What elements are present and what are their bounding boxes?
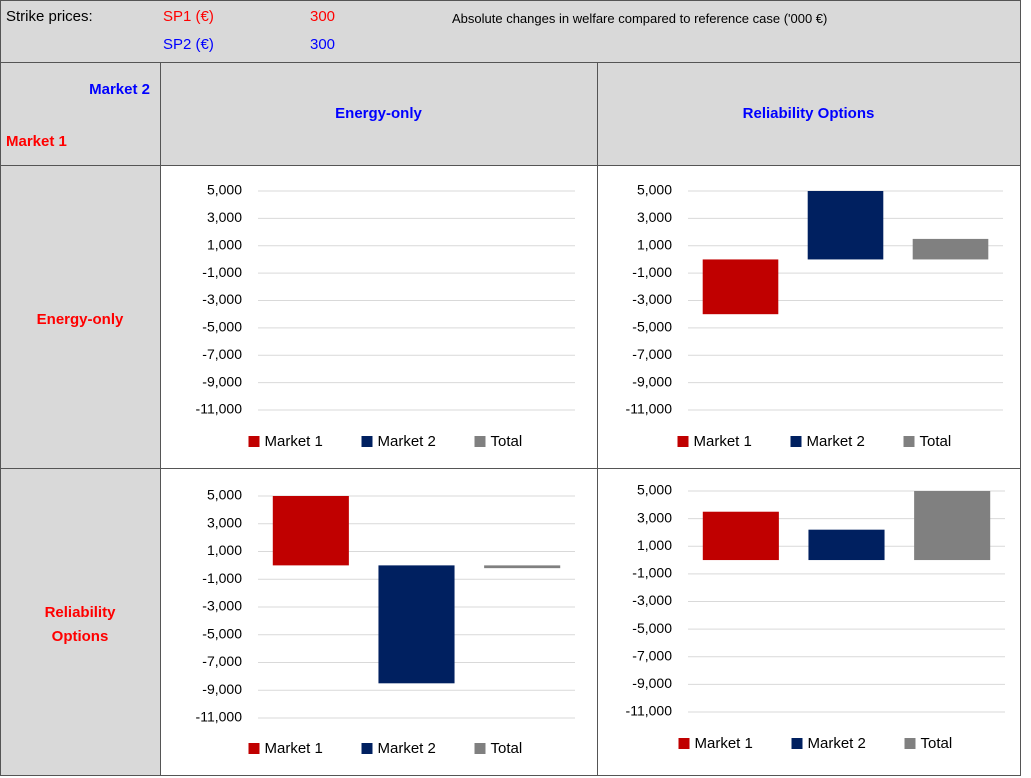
legend-swatch [361,743,373,754]
y-tick-label: 1,000 [637,537,672,553]
y-tick-label: -5,000 [202,319,242,335]
legend-swatch [474,436,486,447]
y-tick-label: -3,000 [632,291,672,307]
y-tick-label: -9,000 [632,373,672,389]
chart-cell [597,468,1021,776]
y-tick-label: 1,000 [207,236,242,252]
bar [808,529,885,561]
y-tick-label: 3,000 [637,209,672,225]
legend-swatch [248,436,260,447]
legend-label: Total [491,433,523,450]
bar [914,491,991,561]
legend-label: Total [491,740,523,757]
bar [912,238,989,260]
legend-label: Market 1 [694,433,752,450]
y-tick-label: -3,000 [202,598,242,614]
legend-swatch [678,738,690,749]
bar [702,511,779,561]
sp2-value: 300 [310,36,336,53]
legend-swatch [791,738,803,749]
legend-swatch [677,436,689,447]
y-tick-label: -11,000 [626,401,673,417]
legend-swatch [248,743,260,754]
y-tick-label: -7,000 [632,647,672,663]
y-tick-label: 1,000 [637,236,672,252]
legend-label: Market 2 [807,433,865,450]
strike-label: Strike prices: [6,8,93,25]
sp1-value: 300 [310,8,336,25]
column-label: Reliability Options [742,105,875,122]
y-tick-label: -7,000 [202,346,242,362]
legend-label: Market 1 [265,740,323,757]
y-tick-label: 5,000 [637,482,672,498]
bar [272,496,349,566]
y-tick-label: -1,000 [202,264,242,280]
column-header-cell [597,62,1021,166]
y-tick-label: -1,000 [632,565,672,581]
legend-swatch [903,436,915,447]
y-tick-label: -5,000 [632,319,672,335]
bar [807,191,884,260]
sp2-label: SP2 (€) [163,36,214,53]
y-tick-label: 1,000 [207,542,242,558]
y-tick-label: 5,000 [207,182,242,198]
row-header-cell [0,165,161,469]
y-tick-label: -11,000 [196,709,243,725]
y-tick-label: 5,000 [207,487,242,503]
legend-label: Market 2 [378,740,436,757]
legend-label: Total [920,433,952,450]
legend-label: Market 1 [695,735,753,752]
legend-swatch [790,436,802,447]
y-tick-label: 3,000 [207,514,242,530]
legend-label: Market 1 [265,433,323,450]
note: Absolute changes in welfare compared to … [452,11,828,26]
header-cell [0,0,1021,63]
y-tick-label: -3,000 [202,291,242,307]
y-tick-label: -9,000 [202,681,242,697]
legend-label: Market 2 [808,735,866,752]
y-tick-label: -1,000 [202,570,242,586]
y-tick-label: -3,000 [632,592,672,608]
legend-swatch [361,436,373,447]
row-label: Energy-only [36,311,124,328]
corner-cell [0,62,161,166]
y-tick-label: -1,000 [632,264,672,280]
legend-label: Market 2 [378,433,436,450]
row-header-cell [0,468,161,776]
y-tick-label: -5,000 [632,620,672,636]
y-tick-label: -9,000 [632,675,672,691]
y-tick-label: -9,000 [202,373,242,389]
y-tick-label: -11,000 [626,703,673,719]
y-tick-label: 5,000 [637,182,672,198]
legend-label: Total [921,735,953,752]
legend-swatch [904,738,916,749]
bar [378,565,455,684]
column-label: Energy-only [335,105,422,122]
bar [702,259,779,315]
bar [484,565,561,569]
y-tick-label: 3,000 [207,209,242,225]
y-tick-label: -7,000 [202,653,242,669]
legend-swatch [474,743,486,754]
column-axis-label: Market 2 [89,81,150,98]
y-tick-label: -7,000 [632,346,672,362]
row-axis-label: Market 1 [6,133,67,150]
y-tick-label: -5,000 [202,625,242,641]
y-tick-label: -11,000 [196,401,243,417]
sp1-label: SP1 (€) [163,8,214,25]
y-tick-label: 3,000 [637,509,672,525]
row-label: Reliability Options [44,604,116,645]
